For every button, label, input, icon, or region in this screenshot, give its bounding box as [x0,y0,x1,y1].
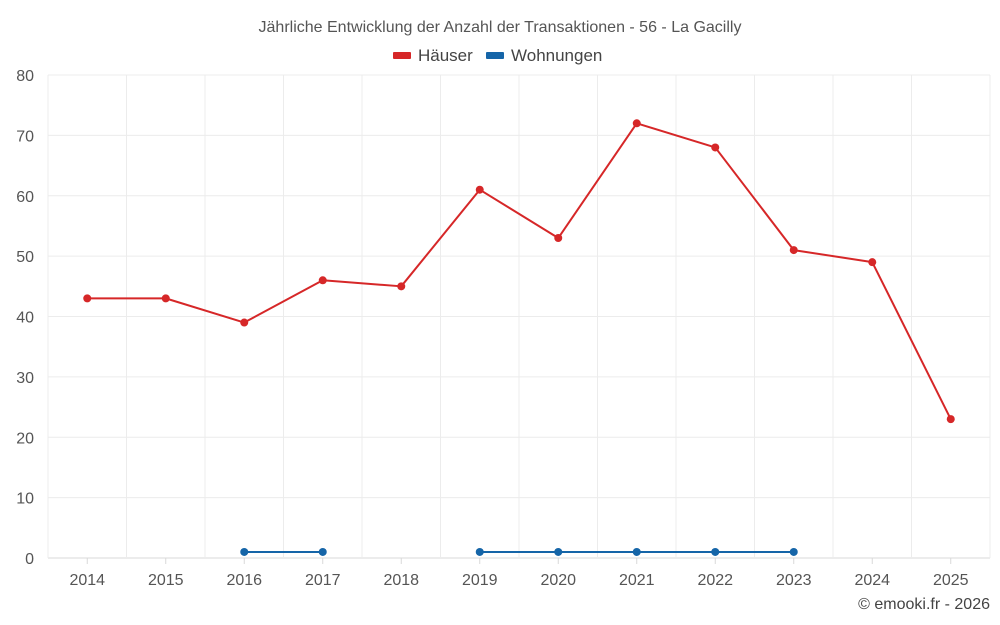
data-point-wohnungen[interactable] [554,547,563,556]
y-tick-label: 80 [16,68,34,85]
data-point-haeuser[interactable] [161,294,170,303]
series-line-haeuser [86,122,952,421]
x-tick-label: 2015 [148,572,184,589]
series-group [83,119,955,556]
series-haeuser [83,119,955,424]
y-tick-label: 50 [16,249,34,266]
legend-swatch-wohnungen[interactable] [486,52,504,59]
data-point-haeuser[interactable] [711,143,720,152]
data-point-wohnungen[interactable] [240,547,249,556]
x-axis: 2014 2015 2016 2017 2018 2019 2020 2021 2022 2023… [69,558,969,589]
data-point-haeuser[interactable] [868,258,877,267]
data-point-haeuser[interactable] [318,276,327,285]
legend: Häuser Wohnungen [393,46,602,65]
x-tick-label: 2017 [305,572,341,589]
x-tick-label: 2020 [540,572,576,589]
data-point-wohnungen[interactable] [632,547,641,556]
y-tick-label: 10 [16,491,34,508]
data-point-wohnungen[interactable] [711,547,720,556]
y-tick-label: 20 [16,430,34,447]
chart-title: Jährliche Entwicklung der Anzahl der Tra… [259,19,742,36]
x-tick-label: 2018 [383,572,419,589]
data-point-haeuser[interactable] [475,185,484,194]
data-point-haeuser[interactable] [240,318,249,327]
data-point-haeuser[interactable] [946,415,955,424]
x-tick-label: 2014 [69,572,105,589]
data-point-wohnungen[interactable] [789,547,798,556]
y-tick-label: 0 [25,551,34,568]
y-tick-label: 60 [16,189,34,206]
data-point-haeuser[interactable] [632,119,641,128]
legend-label-wohnungen[interactable]: Wohnungen [511,46,602,65]
x-tick-label: 2025 [933,572,969,589]
data-point-haeuser[interactable] [83,294,92,303]
x-tick-label: 2023 [776,572,812,589]
x-tick-label: 2022 [697,572,733,589]
legend-label-haeuser[interactable]: Häuser [418,46,473,65]
grid [47,74,991,559]
data-point-wohnungen[interactable] [318,547,327,556]
y-tick-label: 40 [16,310,34,327]
data-point-haeuser[interactable] [554,234,563,243]
data-point-haeuser[interactable] [397,282,406,291]
y-axis: 0 10 20 30 40 50 60 70 80 [16,68,34,568]
x-tick-label: 2016 [226,572,262,589]
y-tick-label: 70 [16,128,34,145]
credit-text: © emooki.fr - 2026 [858,596,990,613]
legend-swatch-haeuser[interactable] [393,52,411,59]
x-tick-label: 2019 [462,572,498,589]
x-tick-label: 2024 [854,572,890,589]
data-point-haeuser[interactable] [789,246,798,255]
data-point-wohnungen[interactable] [475,547,484,556]
series-wohnungen [240,547,798,556]
x-tick-label: 2021 [619,572,655,589]
y-tick-label: 30 [16,370,34,387]
